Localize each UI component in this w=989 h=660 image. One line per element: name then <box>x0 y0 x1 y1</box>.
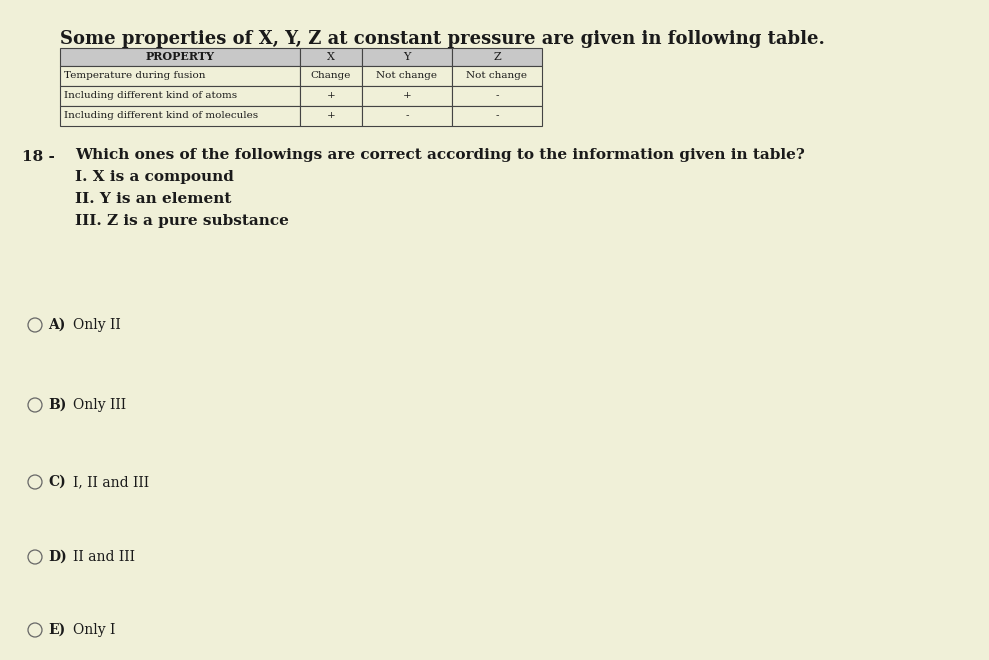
Text: -: - <box>495 92 498 100</box>
Text: Temperature during fusion: Temperature during fusion <box>64 71 206 81</box>
Bar <box>452 106 542 126</box>
Text: I, II and III: I, II and III <box>73 475 149 489</box>
Text: +: + <box>403 92 411 100</box>
Bar <box>362 86 452 106</box>
Bar <box>300 48 362 66</box>
Text: -: - <box>405 112 408 121</box>
Text: 18 -: 18 - <box>22 150 54 164</box>
Bar <box>362 66 452 86</box>
Text: -: - <box>495 112 498 121</box>
Text: X: X <box>327 52 335 62</box>
Bar <box>60 106 300 126</box>
Text: E): E) <box>48 623 65 637</box>
Text: Including different kind of atoms: Including different kind of atoms <box>64 92 237 100</box>
Text: II and III: II and III <box>73 550 135 564</box>
Text: Only III: Only III <box>73 398 127 412</box>
Text: II. Y is an element: II. Y is an element <box>75 192 231 206</box>
Bar <box>300 86 362 106</box>
Text: Which ones of the followings are correct according to the information given in t: Which ones of the followings are correct… <box>75 148 805 162</box>
Bar <box>362 48 452 66</box>
Bar <box>60 86 300 106</box>
Bar <box>452 48 542 66</box>
Bar <box>300 66 362 86</box>
Text: PROPERTY: PROPERTY <box>145 51 215 63</box>
Text: Change: Change <box>311 71 351 81</box>
Text: +: + <box>326 112 335 121</box>
Text: D): D) <box>48 550 66 564</box>
Text: I. X is a compound: I. X is a compound <box>75 170 233 184</box>
Bar <box>452 66 542 86</box>
Text: Not change: Not change <box>377 71 437 81</box>
Text: C): C) <box>48 475 65 489</box>
Text: Only I: Only I <box>73 623 116 637</box>
Text: Only II: Only II <box>73 318 121 332</box>
Text: Z: Z <box>494 52 500 62</box>
Text: Y: Y <box>404 52 410 62</box>
Text: Including different kind of molecules: Including different kind of molecules <box>64 112 258 121</box>
Text: III. Z is a pure substance: III. Z is a pure substance <box>75 214 289 228</box>
Bar <box>60 48 300 66</box>
Text: A): A) <box>48 318 65 332</box>
Text: B): B) <box>48 398 66 412</box>
Bar <box>60 66 300 86</box>
Text: Not change: Not change <box>467 71 527 81</box>
Bar <box>362 106 452 126</box>
Bar <box>452 86 542 106</box>
Text: +: + <box>326 92 335 100</box>
Bar <box>300 106 362 126</box>
Text: Some properties of X, Y, Z at constant pressure are given in following table.: Some properties of X, Y, Z at constant p… <box>60 30 825 48</box>
